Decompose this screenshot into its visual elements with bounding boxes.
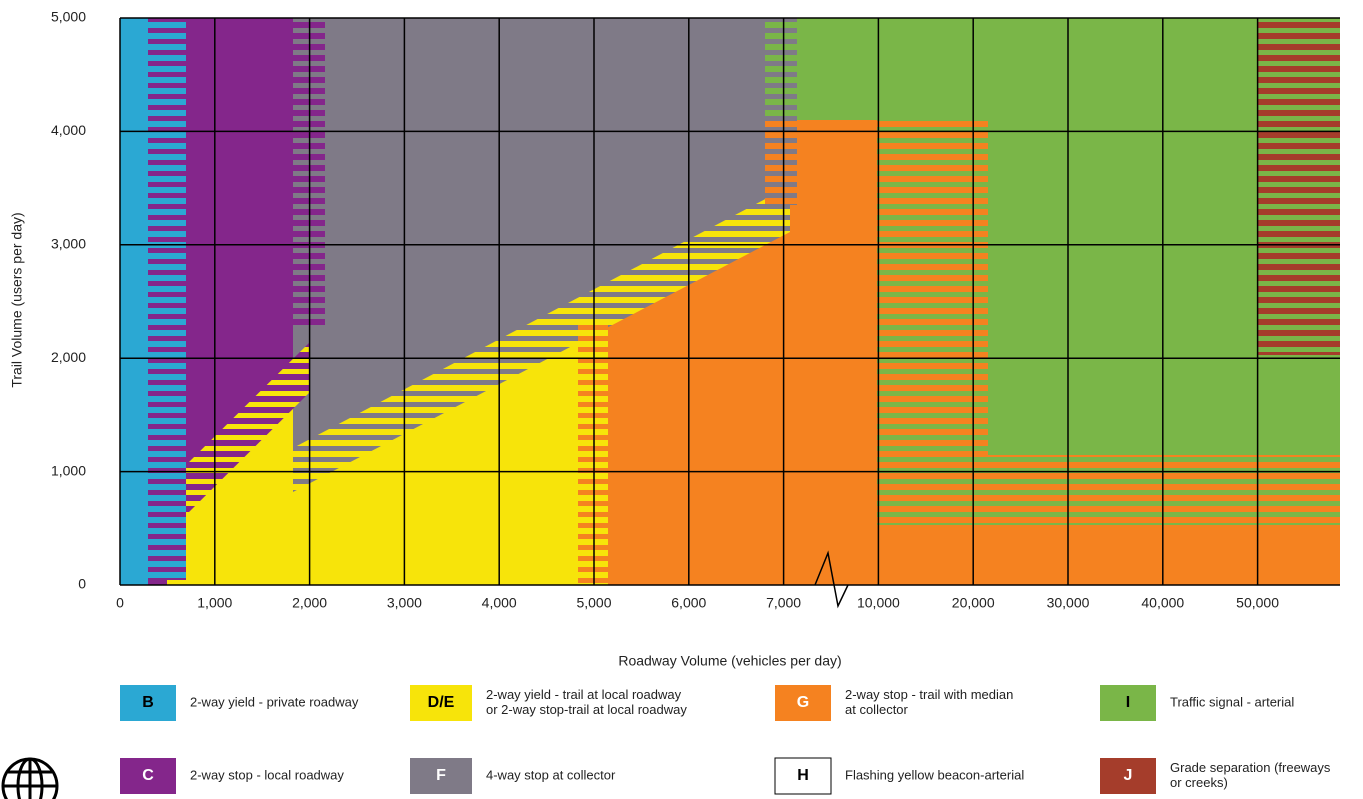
legend-swatch bbox=[1100, 758, 1156, 794]
legend-swatch bbox=[120, 685, 176, 721]
x-axis-label: Roadway Volume (vehicles per day) bbox=[618, 653, 841, 669]
x-tick-label: 1,000 bbox=[197, 595, 232, 611]
band-f-de bbox=[293, 186, 790, 492]
x-tick-label: 30,000 bbox=[1047, 595, 1090, 611]
legend-label: 4-way stop at collector bbox=[486, 767, 616, 782]
x-tick-label: 6,000 bbox=[671, 595, 706, 611]
zone-b bbox=[120, 18, 148, 585]
y-tick-label: 1,000 bbox=[51, 462, 86, 478]
legend-label: 2-way stop - local roadway bbox=[190, 767, 344, 782]
x-tick-label: 20,000 bbox=[952, 595, 995, 611]
regions bbox=[120, 18, 1340, 585]
legend-label: or 2-way stop-trail at local roadway bbox=[486, 702, 687, 717]
x-tick-label: 50,000 bbox=[1236, 595, 1279, 611]
legend-swatch bbox=[410, 758, 472, 794]
band-g-i-b bbox=[877, 455, 1340, 525]
x-tick-label: 40,000 bbox=[1141, 595, 1184, 611]
legend-code: F bbox=[436, 767, 446, 784]
band-f-g bbox=[765, 120, 797, 205]
band-b-c bbox=[148, 18, 186, 580]
y-axis-label: Trail Volume (users per day) bbox=[9, 212, 25, 387]
legend-swatch bbox=[410, 685, 472, 721]
x-tick-label: 2,000 bbox=[292, 595, 327, 611]
legend-label: 2-way yield - private roadway bbox=[190, 694, 359, 709]
y-tick-label: 0 bbox=[78, 576, 86, 592]
x-tick-label: 5,000 bbox=[576, 595, 611, 611]
legend-code: D/E bbox=[428, 694, 455, 711]
legend-swatch bbox=[775, 685, 831, 721]
grid bbox=[119, 17, 1340, 586]
band-i-j bbox=[1257, 18, 1340, 355]
logo bbox=[1, 757, 59, 799]
legend-code: J bbox=[1124, 767, 1133, 784]
legend-swatch bbox=[774, 757, 832, 795]
band-f-i bbox=[765, 18, 797, 120]
legend-label: Traffic signal - arterial bbox=[1170, 694, 1294, 709]
legend-label: at collector bbox=[845, 702, 909, 717]
y-tick-label: 3,000 bbox=[51, 236, 86, 252]
legend-code: G bbox=[797, 694, 809, 711]
legend-label: Flashing yellow beacon-arterial bbox=[845, 767, 1024, 782]
x-tick-label: 10,000 bbox=[857, 595, 900, 611]
legend-code: H bbox=[797, 767, 809, 784]
legend-swatch bbox=[1100, 685, 1156, 721]
y-tick-label: 2,000 bbox=[51, 349, 86, 365]
y-tick-label: 4,000 bbox=[51, 122, 86, 138]
y-tick-label: 5,000 bbox=[51, 9, 86, 25]
legend-label: or creeks) bbox=[1170, 775, 1228, 790]
legend-label: Grade separation (freeways bbox=[1170, 760, 1331, 775]
band-g-i-a bbox=[877, 120, 988, 455]
legend-label: 2-way yield - trail at local roadway bbox=[486, 687, 682, 702]
x-tick-label: 4,000 bbox=[482, 595, 517, 611]
x-tick-label: 3,000 bbox=[387, 595, 422, 611]
x-tick-label: 0 bbox=[116, 595, 124, 611]
legend-code: I bbox=[1126, 694, 1130, 711]
legend-swatch bbox=[120, 758, 176, 794]
x-tick-label: 7,000 bbox=[766, 595, 801, 611]
band-de-g bbox=[578, 320, 608, 585]
legend-code: B bbox=[142, 694, 154, 711]
legend-label: 2-way stop - trail with median bbox=[845, 687, 1013, 702]
axis-break bbox=[814, 550, 849, 609]
legend-code: C bbox=[142, 767, 154, 784]
